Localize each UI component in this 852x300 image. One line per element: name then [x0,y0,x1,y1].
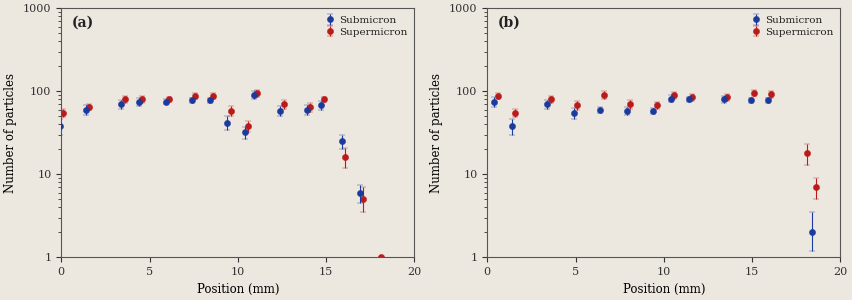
Y-axis label: Number of particles: Number of particles [4,73,17,193]
Y-axis label: Number of particles: Number of particles [430,73,443,193]
Legend: Submicron, Supermicron: Submicron, Supermicron [750,14,835,39]
Legend: Submicron, Supermicron: Submicron, Supermicron [324,14,409,39]
X-axis label: Position (mm): Position (mm) [197,283,279,296]
Text: (b): (b) [498,16,521,30]
X-axis label: Position (mm): Position (mm) [623,283,705,296]
Text: (a): (a) [72,16,94,30]
